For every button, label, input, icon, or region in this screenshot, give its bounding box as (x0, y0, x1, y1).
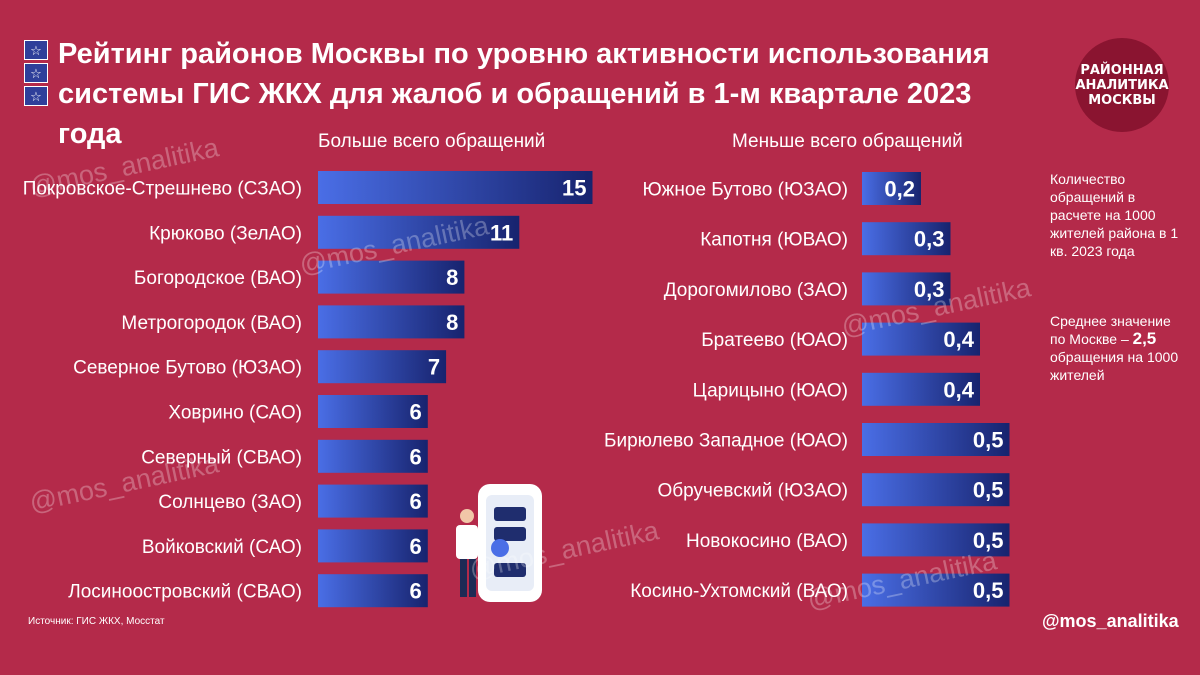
value-label: 0,5 (973, 528, 1004, 553)
category-label: Северное Бутово (ЮЗАО) (73, 358, 302, 379)
title-line-2: системы ГИС ЖКХ для жалоб и обращений в … (58, 78, 972, 150)
page-title: Рейтинг районов Москвы по уровню активно… (58, 34, 1018, 154)
title-line-1: Рейтинг районов Москвы по уровню активно… (58, 38, 990, 70)
bar (862, 573, 1010, 607)
author-handle: @mos_analitika (1042, 611, 1179, 631)
bar (862, 423, 1010, 456)
star-decoration: ☆ ☆ ☆ (24, 40, 48, 109)
category-label: Ховрино (САО) (168, 403, 302, 424)
star-icon: ☆ (24, 86, 48, 106)
bar (318, 439, 428, 473)
value-label: 15 (562, 176, 586, 201)
category-label: Царицыно (ЮАО) (693, 380, 848, 401)
value-label: 0,5 (973, 578, 1004, 603)
bar (862, 523, 1010, 557)
bar (318, 260, 465, 294)
value-label: 11 (490, 220, 513, 245)
bar (862, 473, 1010, 507)
value-label: 0,5 (973, 428, 1004, 453)
category-label: Бирюлево Западное (ЮАО) (604, 431, 848, 452)
category-label: Новокосино (ВАО) (686, 531, 848, 552)
value-label: 6 (410, 489, 422, 514)
average-suffix: обращения на 1000 жителей (1050, 349, 1179, 383)
value-label: 6 (410, 444, 422, 469)
badge-line-1: РАЙОННАЯ (1080, 62, 1164, 78)
category-label: Богородское (ВАО) (134, 268, 302, 289)
category-label: Северный (СВАО) (141, 447, 302, 468)
bar (862, 322, 980, 356)
value-label: 8 (446, 310, 458, 335)
category-label: Крюково (ЗелАО) (149, 223, 302, 244)
value-label: 6 (410, 534, 422, 559)
category-label: Южное Бутово (ЮЗАО) (642, 180, 848, 201)
bar (318, 574, 428, 608)
category-label: Косино-Ухтомский (ВАО) (630, 581, 848, 602)
bar (318, 395, 428, 428)
bar (862, 372, 980, 406)
left-chart-title: Больше всего обращений (318, 131, 546, 152)
category-label: Лосиноостровский (СВАО) (68, 582, 302, 603)
bar (318, 305, 465, 339)
category-label: Покровское-Стрешнево (СЗАО) (23, 179, 302, 200)
value-label: 7 (428, 355, 440, 380)
average-note: Среднее значение по Москве – 2,5 обращен… (1050, 312, 1190, 384)
phone-illustration-icon (456, 484, 542, 602)
value-label: 8 (446, 265, 458, 290)
average-value: 2,5 (1132, 329, 1157, 348)
bar (318, 529, 428, 563)
value-label: 6 (410, 579, 422, 604)
bar (862, 272, 951, 306)
star-icon: ☆ (24, 63, 48, 83)
category-label: Солнцево (ЗАО) (158, 492, 302, 513)
unit-note: Количество обращений в расчете на 1000 ж… (1050, 171, 1179, 259)
category-label: Войковский (САО) (142, 537, 302, 558)
star-icon: ☆ (24, 40, 48, 60)
source-note: Источник: ГИС ЖКХ, Мосстат (28, 616, 165, 627)
bar (318, 484, 428, 518)
value-label: 0,4 (943, 377, 974, 402)
category-label: Дорогомилово (ЗАО) (664, 280, 848, 301)
value-label: 0,5 (973, 478, 1004, 503)
bar (318, 171, 593, 204)
badge-line-3: МОСКВЫ (1088, 92, 1156, 108)
bar (862, 172, 921, 205)
category-label: Братеево (ЮАО) (701, 330, 848, 351)
brand-logo: РАЙОННАЯ АНАЛИТИКА МОСКВЫ (1075, 38, 1169, 132)
badge-line-2: АНАЛИТИКА (1075, 77, 1169, 93)
category-label: Метрогородок (ВАО) (121, 313, 302, 334)
average-prefix: Среднее значение по Москве – (1050, 313, 1171, 347)
value-label: 6 (410, 400, 422, 425)
category-label: Капотня (ЮВАО) (700, 230, 848, 251)
bar (862, 222, 951, 256)
bar (318, 215, 520, 249)
value-label: 0,2 (884, 177, 915, 202)
right-chart-title: Меньше всего обращений (732, 131, 963, 152)
value-label: 0,3 (914, 277, 945, 302)
category-label: Обручевский (ЮЗАО) (657, 481, 848, 502)
value-label: 0,3 (914, 227, 945, 252)
bar (318, 350, 447, 384)
value-label: 0,4 (943, 327, 974, 352)
